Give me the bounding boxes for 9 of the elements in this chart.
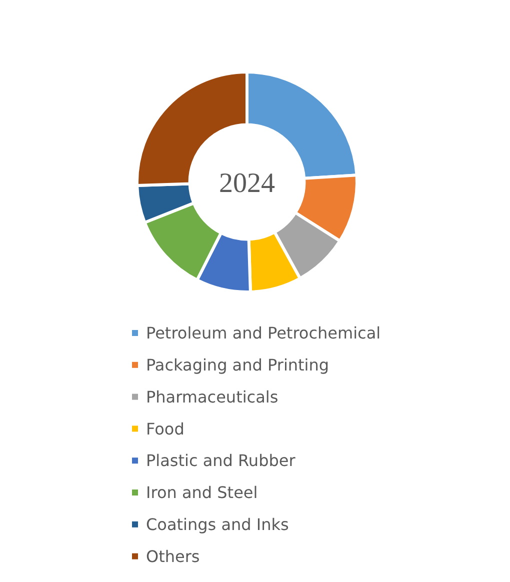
text: 2024 <box>219 168 275 199</box>
legend-label: Packaging and Printing <box>146 356 330 374</box>
legend-label: Plastic and Rubber <box>146 451 296 470</box>
legend-label: Others <box>146 546 200 566</box>
legend-label: Food <box>146 419 184 438</box>
legend-label: Petroleum and Petrochemical <box>146 324 381 343</box>
legend-label: Iron and Steel <box>146 483 258 502</box>
legend-label: Coatings and Inks <box>146 515 289 534</box>
legend-label: Pharmaceuticals <box>146 387 278 406</box>
